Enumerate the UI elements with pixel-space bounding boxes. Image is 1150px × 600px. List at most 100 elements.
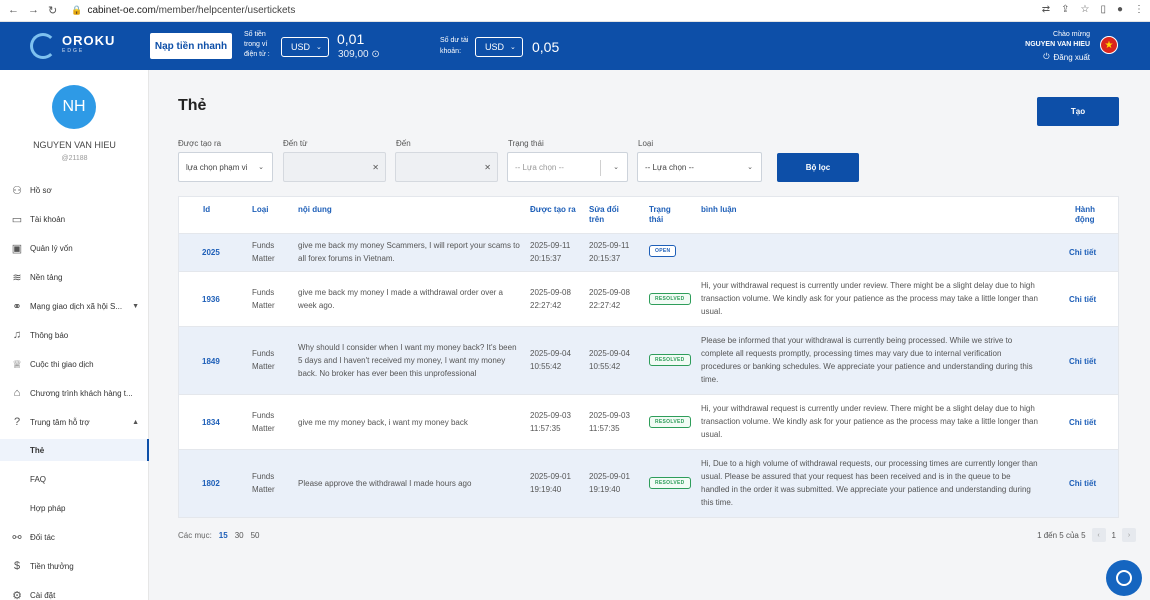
power-icon: ⏻ [1043,52,1050,61]
tickets-table: Id Loại nội dung Được tạo ra Sửa đổi trê… [178,196,1119,518]
gift-icon: ⌂ [13,387,21,399]
greeting: Chào mừng NGUYEN VAN HIEU [1025,31,1090,48]
table-row: 1936 Funds Matter give me back my money … [179,272,1118,327]
detail-link[interactable]: Chi tiết [1069,479,1097,488]
social-icon: ⚭ [12,300,22,313]
share-icon[interactable]: ⇪ [1061,4,1070,15]
address-bar[interactable]: cabinet-oe.com/member/helpcenter/usertic… [87,5,296,16]
profile-icon[interactable]: ● [1116,4,1123,15]
clear-icon[interactable]: ✕ [372,162,379,172]
detail-link[interactable]: Chi tiết [1069,248,1097,257]
per-page-option[interactable]: 15 [218,531,228,540]
status-badge: RESOLVED [649,293,691,305]
created-filter-label: Được tạo ra [178,139,222,148]
per-page-option[interactable]: 50 [250,531,260,540]
user-icon: ⚇ [12,184,22,197]
sidepanel-icon[interactable]: ▯ [1100,4,1106,15]
sidebar-item-settings[interactable]: ⚙ Cài đặt [0,584,149,600]
chat-icon [1116,570,1132,586]
kebab-menu-icon[interactable]: ⋮ [1134,4,1144,15]
chevron-down-icon: ⌄ [316,44,322,51]
col-status[interactable]: Trạng thái [649,205,671,224]
sidebar-item-funds[interactable]: ▣ Quản lý vốn [11,242,73,255]
prev-page-button[interactable]: ‹ [1091,528,1106,542]
quick-deposit-button[interactable]: Nạp tiền nhanh [150,33,232,59]
top-header: OROKU EDGE Nạp tiền nhanh Số tiền trong v… [0,22,1150,70]
bookmark-star-icon[interactable]: ☆ [1080,4,1090,15]
profile-name: NGUYEN VAN HIEU [33,140,116,150]
col-content[interactable]: nội dung [298,205,332,214]
type-select[interactable]: -- Lựa chọn -- ⌄ [637,152,762,182]
current-page[interactable]: 1 [1111,530,1116,540]
col-modified[interactable]: Sửa đổi trên [589,205,619,224]
per-page-selector: Các mục: 15 30 50 [178,531,260,540]
type-filter-label: Loại [638,139,654,148]
sidebar-item-notifications[interactable]: ♫ Thông báo [0,324,149,346]
sidebar-item-contests[interactable]: ♕ Cuộc thi giao dịch [0,353,149,375]
dollar-icon: $ [13,560,21,572]
col-comment[interactable]: bình luận [701,205,737,214]
chevron-down-icon: ⌄ [613,164,619,171]
sidebar-item-faq[interactable]: FAQ [30,474,47,484]
chevron-down-icon: ▼ [132,302,139,310]
status-select[interactable]: -- Lựa chọn -- ⌄ [507,152,628,182]
balance-currency-select[interactable]: USD ⌄ [475,37,523,57]
sidebar-item-tickets[interactable]: Thẻ [0,439,149,461]
sidebar-item-legal[interactable]: Hợp pháp [30,503,66,513]
sidebar-item-accounts[interactable]: ▭ Tài khoản [11,213,66,226]
sidebar-item-social-trading[interactable]: ⚭ Mạng giao dịch xã hội S... ▼ [0,295,149,317]
sidebar-item-bonus[interactable]: $ Tiền thưởng [0,555,149,577]
status-filter-label: Trạng thái [508,139,544,148]
profile-id: @21188 [61,155,88,162]
col-action: Hành động [1075,205,1095,224]
layers-icon: ≋ [12,271,22,284]
lock-icon: 🔒 [71,5,83,15]
logout-link[interactable]: ⏻ Đăng xuất [1043,52,1090,62]
per-page-option[interactable]: 30 [234,531,244,540]
col-id[interactable]: Id [203,205,211,214]
page-title: Thẻ [178,97,207,114]
create-ticket-button[interactable]: Tạo [1037,97,1119,126]
help-icon: ? [13,416,21,428]
created-range-select[interactable]: lựa chọn phạm vi ⌄ [178,152,273,182]
detail-link[interactable]: Chi tiết [1069,418,1097,427]
sidebar-item-help-center[interactable]: ? Trung tâm hỗ trợ ▲ [0,411,149,433]
to-date-input[interactable]: ✕ [395,152,498,182]
next-page-button[interactable]: › [1122,528,1136,542]
chevron-down-icon: ⌄ [258,164,264,171]
detail-link[interactable]: Chi tiết [1069,295,1097,304]
table-row: 1834 Funds Matter give me my money back,… [179,395,1118,450]
status-badge: RESOLVED [649,354,691,366]
reload-icon[interactable]: ↻ [48,5,58,17]
filter-button[interactable]: Bộ lọc [777,153,859,182]
wallet-amount: 0,01 [337,31,365,47]
language-flag-icon[interactable]: ★ [1100,36,1118,54]
col-type[interactable]: Loại [252,205,269,214]
clear-icon[interactable]: ✕ [484,162,491,172]
detail-link[interactable]: Chi tiết [1069,357,1097,366]
sidebar-item-partners[interactable]: ⚯ Đối tác [0,526,149,548]
to-date-label: Đến [396,139,411,148]
translate-icon[interactable]: ⇄ [1041,4,1051,15]
table-row: 1849 Funds Matter Why should I consider … [179,327,1118,395]
trophy-icon: ♕ [12,358,22,371]
brand-logo[interactable]: OROKU EDGE [30,33,115,59]
chevron-down-icon: ⌄ [747,164,753,171]
col-created[interactable]: Được tạo ra [530,205,576,214]
sidebar-item-profile[interactable]: ⚇ Hồ sơ [0,179,149,201]
wallet-label: Số tiền trong ví điện tử : [244,31,270,58]
status-badge: OPEN [649,245,677,257]
chat-support-button[interactable] [1106,560,1142,596]
browser-toolbar: ← → ↻ 🔒 cabinet-oe.com/member/helpcenter… [0,0,1150,22]
chevron-down-icon: ⌄ [510,44,516,51]
wallet-currency-select[interactable]: USD ⌄ [281,37,329,57]
settings-icon: ⚙ [12,589,22,600]
back-icon[interactable]: ← [8,4,19,16]
avatar[interactable]: NH [52,85,96,129]
sidebar-item-loyalty[interactable]: ⌂ Chương trình khách hàng t... [0,382,149,404]
sidebar-item-platforms[interactable]: ≋ Nền tảng [0,266,149,288]
forward-icon[interactable]: → [28,4,39,16]
pagination-summary: 1 đến 5 của 5 [1037,530,1086,540]
lock-small-icon: ⊙ [371,49,380,60]
from-date-input[interactable]: ✕ [283,152,386,182]
